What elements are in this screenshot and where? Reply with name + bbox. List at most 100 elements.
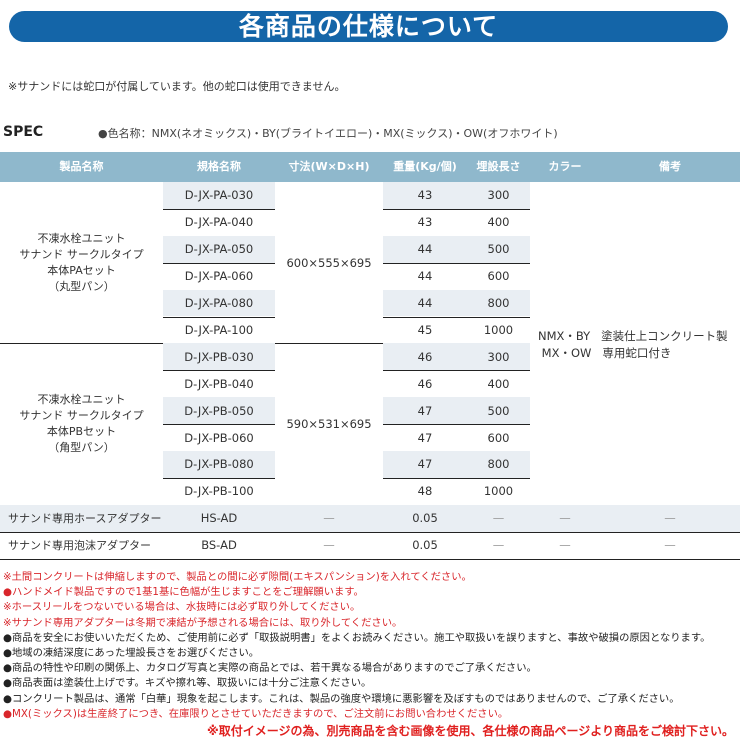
color-code: MX・OW [541, 346, 592, 360]
buried-length: — [492, 538, 505, 553]
model-name: HS-AD [200, 511, 238, 526]
product-name-line: 不凍水栓ユニット [37, 231, 126, 245]
model-name: D-JX-PA-030 [184, 188, 254, 203]
model-name: D-JX-PB-080 [184, 457, 254, 472]
product-name: 不凍水栓ユニット サナンド サークルタイプ 本体PAセット （丸型パン） [0, 231, 163, 295]
model-name: D-JX-PA-080 [184, 296, 254, 311]
color-names: ●色名称：NMX(ネオミックス)・BY(ブライトイエロー)・MX(ミックス)・O… [98, 127, 558, 140]
product-name-line: 本体PBセット [46, 425, 117, 439]
row-divider [0, 558, 740, 560]
header-cell: 寸法(W×D×H) [288, 160, 370, 173]
note-item: ※サナンド専用アダプターは冬期で凍結が予想される場合には、取り外してください。 [3, 616, 403, 629]
row-shade [163, 451, 275, 478]
page-title: 各商品の仕様について [9, 11, 728, 42]
weight: 44 [417, 269, 433, 284]
weight: 44 [417, 242, 433, 257]
weight: 47 [417, 430, 433, 445]
remarks: — [664, 511, 676, 526]
model-name: D-JX-PB-050 [184, 403, 254, 418]
row-divider [383, 370, 530, 372]
model-name: D-JX-PB-040 [184, 376, 254, 391]
table-header [0, 152, 740, 182]
weight: 47 [417, 403, 433, 418]
row-divider [383, 208, 530, 210]
header-cell: 規格名称 [197, 160, 241, 173]
color: — [559, 538, 571, 553]
header-cell: 備考 [659, 160, 681, 173]
note-item: ※ホースリールをつないでいる場合は、水抜時には必ず取り外してください。 [3, 601, 361, 614]
row-shade [163, 182, 275, 209]
row-divider [383, 316, 530, 318]
accessory-name: サナンド専用泡沫アダプター [8, 539, 151, 553]
product-name-line: （角型パン） [48, 441, 115, 455]
product-name-line: サナンド サークルタイプ [19, 247, 144, 261]
weight: 47 [417, 457, 433, 472]
row-shade [163, 289, 275, 317]
buried-length: 500 [487, 242, 510, 257]
row-divider [383, 477, 530, 479]
buried-length: 800 [487, 296, 510, 311]
model-name: D-JX-PB-060 [184, 430, 254, 445]
product-name-line: 本体PAセット [47, 263, 116, 277]
remark: 専用蛇口付き [602, 346, 672, 360]
note-item: ●コンクリート製品は、通常「白華」現象を起こします。これは、製品の強度や環境に悪… [3, 692, 680, 705]
weight: 0.05 [412, 511, 438, 526]
row-shade [163, 343, 275, 371]
weight: 48 [417, 484, 433, 499]
product-name-line: サナンド サークルタイプ [19, 409, 144, 423]
header-cell: 埋設長さ [476, 160, 521, 173]
model-name: D-JX-PA-060 [184, 269, 254, 284]
buried-length: 500 [487, 403, 510, 418]
row-shade [383, 182, 530, 209]
buried-length: 1000 [483, 322, 514, 337]
weight: 44 [417, 296, 433, 311]
row-divider [0, 531, 740, 533]
row-divider [163, 316, 275, 318]
weight: 45 [417, 322, 433, 337]
model-name: D-JX-PB-030 [184, 349, 254, 364]
buried-length: 600 [487, 430, 510, 445]
remarks: — [664, 538, 676, 553]
note-item: ●商品表面は塗装仕上げです。キズや擦れ等、取扱いには十分ご注意ください。 [3, 677, 372, 690]
buried-length: 400 [487, 215, 510, 230]
notes-list: ※土間コンクリートは伸縮しますので、製品との間に必ず隙間(エキスパンション)を入… [3, 570, 710, 722]
header-cell: カラー [548, 160, 582, 173]
color-remarks: NMX・BY 塗装仕上コンクリート製 MX・OW 専用蛇口付き [538, 328, 728, 362]
remark: 塗装仕上コンクリート製 [601, 329, 728, 343]
note-item: ●商品を安全にお使いいただくため、ご使用前に必ず「取扱説明書」をよくお読みくださ… [3, 631, 711, 644]
dimensions: 590×531×695 [286, 417, 372, 432]
note-item: ●商品の特性や印刷の関係上、カタログ写真と実際の商品とでは、若干異なる場合があり… [3, 662, 537, 675]
model-name: D-JX-PA-100 [184, 322, 254, 337]
row-shade [383, 289, 530, 317]
color-code: NMX・BY [538, 329, 591, 343]
row-divider [163, 477, 275, 479]
header-cell: 製品名称 [59, 160, 104, 173]
row-divider [163, 370, 275, 372]
faucet-note: ※サナンドには蛇口が付属しています。他の蛇口は使用できません。 [8, 80, 346, 93]
buried-length: — [492, 511, 505, 526]
note-item: ※土間コンクリートは伸縮しますので、製品との間に必ず隙間(エキスパンション)を入… [3, 571, 472, 583]
accessory-name: サナンド専用ホースアダプター [8, 512, 162, 526]
dimensions: — [323, 511, 335, 526]
weight: 0.05 [412, 538, 438, 553]
row-divider [163, 424, 275, 426]
buried-length: 300 [487, 349, 510, 364]
row-shade [163, 397, 275, 425]
product-name-line: 不凍水栓ユニット [37, 393, 126, 407]
row-shade [383, 451, 530, 478]
footer-note: ※取付イメージの為、別売商品を含む画像を使用、各仕様の商品ページより商品をご検討… [207, 724, 734, 738]
row-divider [383, 262, 530, 264]
weight: 43 [417, 188, 433, 203]
buried-length: 300 [487, 188, 510, 203]
weight: 46 [417, 349, 433, 364]
model-name: BS-AD [201, 538, 237, 553]
row-divider [383, 424, 530, 426]
header-cell: 重量(Kg/個) [393, 160, 457, 173]
row-divider [163, 208, 275, 210]
row-divider [163, 262, 275, 264]
dimensions: — [323, 538, 335, 553]
buried-length: 600 [487, 269, 510, 284]
row-shade [383, 235, 530, 263]
spec-label: SPEC [3, 124, 44, 140]
model-name: D-JX-PB-100 [184, 484, 254, 499]
